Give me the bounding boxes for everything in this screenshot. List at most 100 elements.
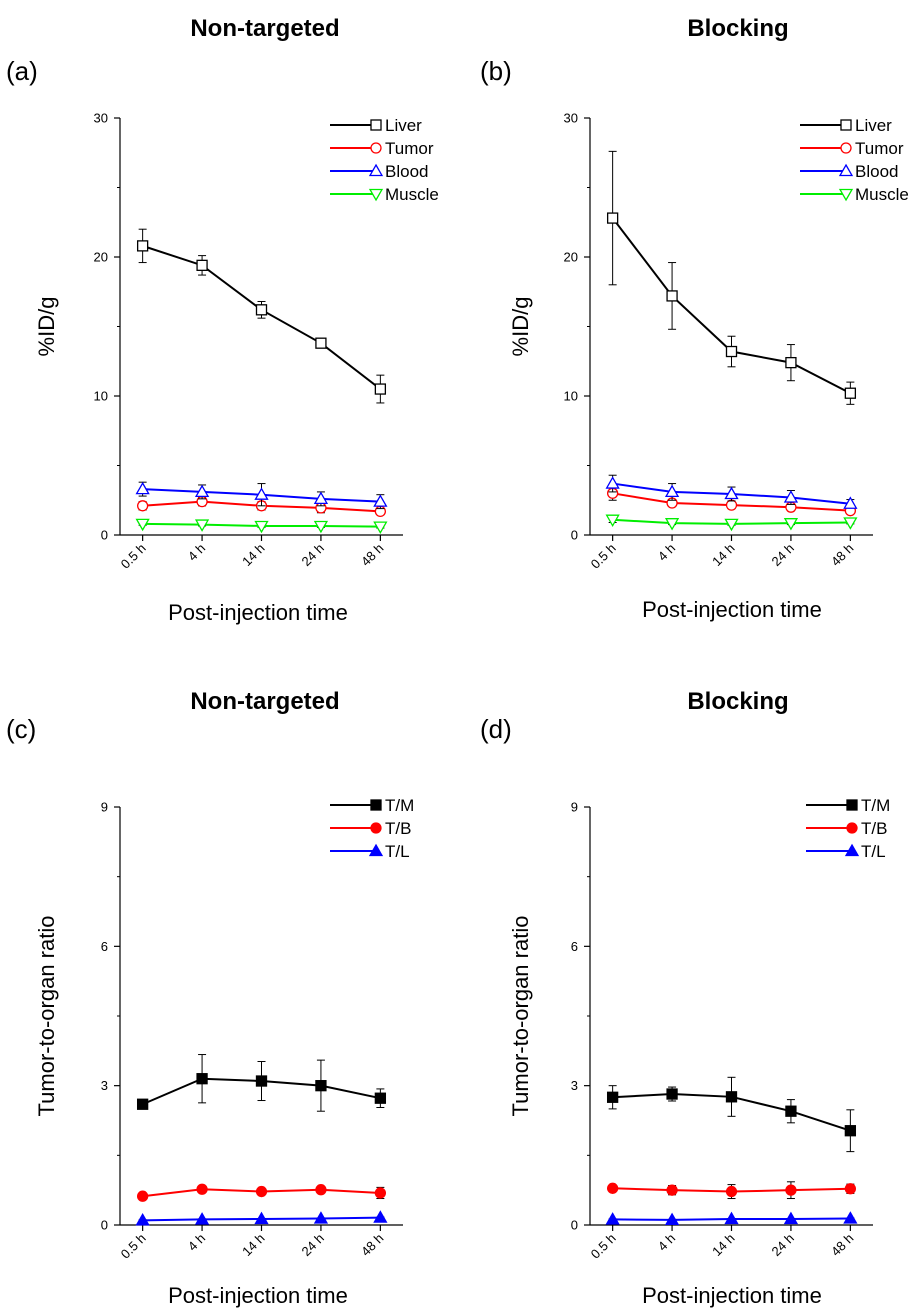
y-tick-label: 6: [101, 939, 108, 954]
data-point: [135, 481, 150, 495]
data-point: [313, 1211, 329, 1224]
legend-marker: [370, 822, 382, 834]
legend-marker: [840, 142, 852, 154]
y-tick-label: 0: [101, 528, 108, 543]
y-tick-label: 3: [101, 1078, 108, 1093]
y-tick-label: 20: [564, 250, 578, 265]
series-blood: [135, 481, 388, 510]
data-point: [725, 345, 738, 358]
x-tick-label: 24 h: [299, 1231, 328, 1260]
legend-label: T/M: [861, 796, 890, 815]
data-point: [725, 1091, 738, 1103]
data-point: [785, 1105, 797, 1117]
x-tick-label: 48 h: [358, 541, 387, 570]
legend-marker: [368, 843, 384, 857]
data-point: [254, 1211, 269, 1225]
x-tick-label: 0.5 h: [118, 541, 149, 572]
chart-title: Blocking: [687, 15, 788, 42]
data-point: [136, 1098, 149, 1110]
data-point: [136, 240, 149, 252]
data-point: [315, 1080, 327, 1092]
x-tick-label: 14 h: [239, 1231, 268, 1260]
x-tick-label: 4 h: [185, 541, 208, 564]
y-tick-label: 9: [571, 800, 578, 815]
legend-marker: [838, 163, 854, 177]
data-point: [374, 1092, 387, 1104]
x-tick-label: 48 h: [828, 541, 857, 570]
x-tick-label: 14 h: [239, 541, 268, 570]
data-point: [666, 290, 678, 302]
x-tick-label: 0.5 h: [588, 541, 619, 572]
data-point: [255, 304, 268, 316]
data-point: [725, 499, 738, 511]
x-tick-label: 14 h: [709, 1231, 738, 1260]
data-point: [194, 484, 210, 498]
series-liver: [606, 150, 857, 405]
x-tick-label: 48 h: [358, 1231, 387, 1260]
y-tick-label: 30: [564, 111, 578, 126]
legend-marker: [844, 843, 860, 857]
legend-label: Blood: [855, 162, 898, 181]
data-point: [783, 1211, 799, 1225]
data-point: [725, 1185, 738, 1198]
data-point: [664, 1212, 680, 1226]
legend-label: Tumor: [855, 139, 904, 158]
data-point: [664, 518, 680, 531]
data-point: [194, 1212, 210, 1225]
legend-marker: [846, 822, 858, 834]
chart-panel-3: (d) Blocking 0 3 6 9 0.5 h 4 h 14 h 24 h 48 hPost-…: [480, 688, 890, 1308]
x-tick-label: 14 h: [709, 541, 738, 570]
legend-marker: [370, 799, 382, 811]
x-tick-label: 0.5 h: [118, 1231, 149, 1262]
x-tick-label: 24 h: [769, 541, 798, 570]
data-point: [194, 519, 210, 532]
data-point: [315, 1184, 327, 1196]
y-tick-label: 30: [94, 111, 108, 126]
y-axis-label: %ID/g: [508, 297, 533, 357]
series-t-b: [136, 1183, 387, 1202]
data-point: [136, 1190, 149, 1202]
data-point: [666, 1184, 678, 1196]
y-tick-label: 0: [571, 528, 578, 543]
data-point: [196, 1183, 208, 1195]
legend-label: T/L: [385, 842, 410, 861]
legend-label: Blood: [385, 162, 428, 181]
x-tick-label: 4 h: [185, 1231, 208, 1254]
series-liver: [136, 228, 387, 404]
data-point: [785, 1184, 797, 1196]
x-tick-label: 4 h: [655, 541, 678, 564]
chart-panel-2: (c) Non-targeted 0 3 6 9 0.5 h 4 h 14 h 24 h 48 h P…: [6, 688, 414, 1308]
data-point: [606, 212, 619, 224]
series-t-m: [136, 1054, 387, 1112]
y-axis-label: Tumor-to-organ ratio: [34, 916, 59, 1117]
legend-label: T/B: [385, 819, 411, 838]
x-axis-label: Post-injection time: [168, 600, 348, 625]
legend-marker: [846, 799, 858, 811]
data-point: [374, 383, 387, 395]
data-point: [373, 1210, 388, 1223]
data-point: [844, 1183, 857, 1195]
series-tumor: [606, 485, 857, 517]
chart-title: Blocking: [687, 688, 788, 715]
x-tick-label: 0.5 h: [588, 1231, 619, 1262]
y-tick-label: 6: [571, 939, 578, 954]
data-point: [255, 1075, 268, 1087]
data-point: [724, 518, 739, 532]
legend-marker: [370, 119, 382, 131]
legend-label: Muscle: [855, 185, 909, 204]
x-axis-label: Post-injection time: [642, 597, 822, 622]
y-tick-label: 3: [571, 1078, 578, 1093]
panel-label: (a): [6, 56, 38, 86]
data-point: [606, 1091, 619, 1103]
data-point: [843, 1211, 858, 1224]
legend-label: T/M: [385, 796, 414, 815]
data-point: [844, 387, 857, 399]
y-tick-label: 0: [571, 1218, 578, 1233]
y-axis-label: %ID/g: [34, 297, 59, 357]
legend-marker: [368, 188, 384, 202]
series-t-l: [135, 1210, 388, 1226]
x-tick-label: 24 h: [769, 1231, 798, 1260]
data-point: [313, 520, 329, 534]
data-point: [373, 521, 388, 534]
